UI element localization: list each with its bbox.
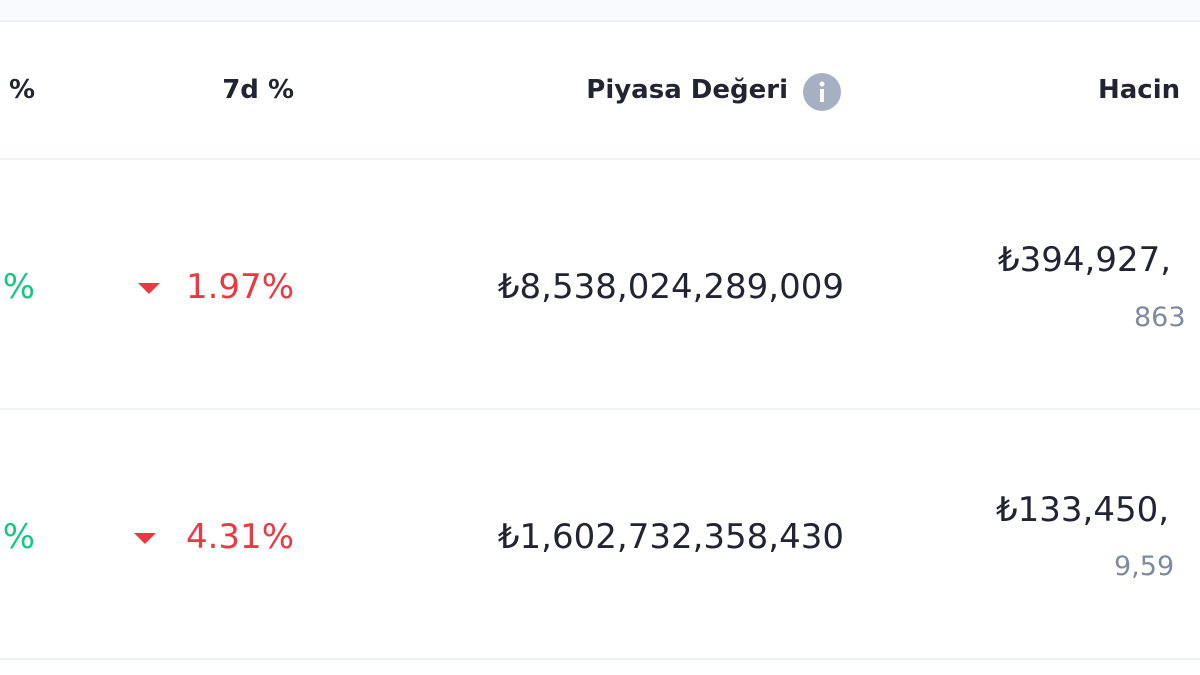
column-header[interactable]: 7d % bbox=[222, 75, 294, 105]
down-arrow bbox=[138, 283, 160, 294]
divider bbox=[0, 408, 1200, 410]
volume: ₺394,927, bbox=[998, 240, 1172, 280]
change-24h: % bbox=[2, 267, 35, 307]
top-bar bbox=[0, 0, 1200, 22]
change-7d: 1.97% bbox=[185, 267, 294, 307]
divider bbox=[0, 658, 1200, 660]
divider bbox=[0, 158, 1200, 160]
market-cap: ₺1,602,732,358,430 bbox=[497, 517, 844, 557]
volume-sub: 863 bbox=[1134, 302, 1186, 333]
column-header[interactable]: % bbox=[8, 75, 35, 105]
column-header[interactable]: Hacin bbox=[1098, 75, 1181, 105]
change-24h: % bbox=[2, 517, 35, 557]
volume: ₺133,450, bbox=[996, 490, 1170, 530]
info-icon[interactable] bbox=[802, 72, 842, 112]
change-7d: 4.31% bbox=[185, 517, 294, 557]
market-cap: ₺8,538,024,289,009 bbox=[497, 267, 844, 307]
down-arrow bbox=[134, 533, 156, 544]
volume-sub: 9,59 bbox=[1114, 551, 1175, 582]
column-header[interactable]: Piyasa Değeri bbox=[586, 75, 788, 105]
